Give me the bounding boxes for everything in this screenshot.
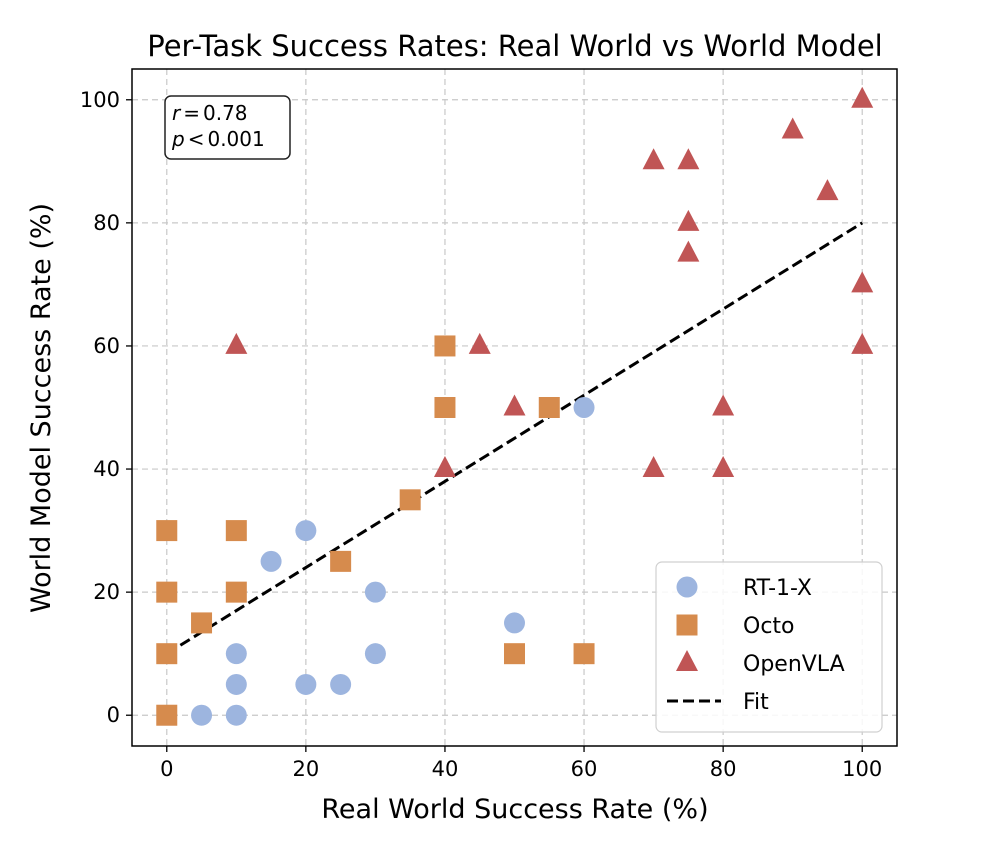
series-octo <box>156 335 595 726</box>
annotation-p: p <0.001 <box>171 127 265 151</box>
data-point-triangle <box>712 394 735 416</box>
data-point-triangle <box>851 332 874 354</box>
data-point-triangle <box>677 209 700 231</box>
points-group <box>156 86 874 726</box>
legend-marker-circle <box>676 576 698 598</box>
x-axis-label: Real World Success Rate (%) <box>321 794 708 825</box>
data-point-triangle <box>503 394 526 416</box>
data-point-circle <box>191 704 213 726</box>
data-point-triangle <box>642 148 665 170</box>
data-point-square <box>156 520 178 542</box>
data-point-triangle <box>642 456 665 478</box>
x-tick-label: 0 <box>160 757 173 781</box>
series-rt-1-x <box>191 397 595 726</box>
data-point-triangle <box>816 179 839 201</box>
data-point-square <box>573 643 595 665</box>
annotation-r: r = 0.78 <box>172 101 248 125</box>
x-tick-label: 80 <box>710 757 737 781</box>
y-tick-label: 20 <box>93 580 120 604</box>
data-point-square <box>504 643 525 665</box>
data-point-triangle <box>781 117 804 139</box>
y-tick-label: 0 <box>107 703 120 727</box>
data-point-square <box>191 612 213 634</box>
legend-label: Octo <box>743 614 795 639</box>
data-point-square <box>434 397 456 418</box>
fit-line <box>165 221 864 655</box>
annotation-r-var: r <box>172 101 182 125</box>
data-point-triangle <box>677 148 700 170</box>
data-point-square <box>330 550 352 572</box>
x-tick-label: 20 <box>292 757 319 781</box>
annotation-r-op: = <box>183 101 200 125</box>
annotation-p-op: < <box>188 127 205 151</box>
data-point-square <box>399 489 421 511</box>
x-ticks: 0 20 40 60 80 100 <box>160 746 882 781</box>
data-point-square <box>156 581 178 603</box>
legend-marker-triangle <box>676 649 698 671</box>
data-point-triangle <box>851 271 874 293</box>
data-point-triangle <box>433 456 456 478</box>
data-point-circle <box>295 520 317 542</box>
data-point-circle <box>504 612 525 634</box>
data-point-triangle <box>851 86 874 108</box>
data-point-square <box>156 643 178 665</box>
series-openvla <box>225 86 874 478</box>
data-point-circle <box>225 704 247 726</box>
annotation-p-var: p <box>171 127 185 151</box>
x-tick-label: 100 <box>842 757 882 781</box>
y-tick-label: 40 <box>93 457 120 481</box>
legend-label: OpenVLA <box>743 652 845 677</box>
data-point-circle <box>225 673 247 695</box>
legend: RT-1-X Octo OpenVLA Fit <box>655 561 883 733</box>
data-point-circle <box>260 550 282 572</box>
legend-marker-square <box>676 614 698 636</box>
data-point-square <box>434 335 456 357</box>
y-ticks: 0 20 40 60 80 100 <box>80 88 132 727</box>
correlation-annotation: r = 0.78 p <0.001 <box>164 95 291 160</box>
data-point-circle <box>364 643 386 665</box>
data-point-circle <box>225 643 247 665</box>
data-point-triangle <box>468 332 491 354</box>
fit-line-group <box>165 221 864 655</box>
x-tick-label: 60 <box>571 757 598 781</box>
annotation-r-value: 0.78 <box>203 101 248 125</box>
data-point-square <box>225 581 247 603</box>
data-point-circle <box>573 397 595 418</box>
data-point-circle <box>295 673 317 695</box>
data-point-square <box>538 397 560 418</box>
legend-label: Fit <box>743 690 769 715</box>
data-point-square <box>156 704 178 726</box>
data-point-circle <box>330 673 352 695</box>
data-point-triangle <box>712 456 735 478</box>
data-point-triangle <box>677 240 700 262</box>
legend-box <box>655 561 883 733</box>
chart-title: Per-Task Success Rates: Real World vs Wo… <box>147 29 882 63</box>
data-point-circle <box>364 581 386 603</box>
y-axis-label: World Model Success Rate (%) <box>26 203 57 613</box>
y-tick-label: 100 <box>80 88 120 112</box>
data-point-square <box>225 520 247 542</box>
annotation-p-value: 0.001 <box>207 127 264 151</box>
y-tick-label: 80 <box>93 211 120 235</box>
x-tick-label: 40 <box>432 757 459 781</box>
annotation-box <box>164 95 291 160</box>
legend-label: RT-1-X <box>743 576 812 601</box>
plot-frame <box>131 68 898 747</box>
data-point-triangle <box>225 332 248 354</box>
y-tick-label: 60 <box>93 334 120 358</box>
